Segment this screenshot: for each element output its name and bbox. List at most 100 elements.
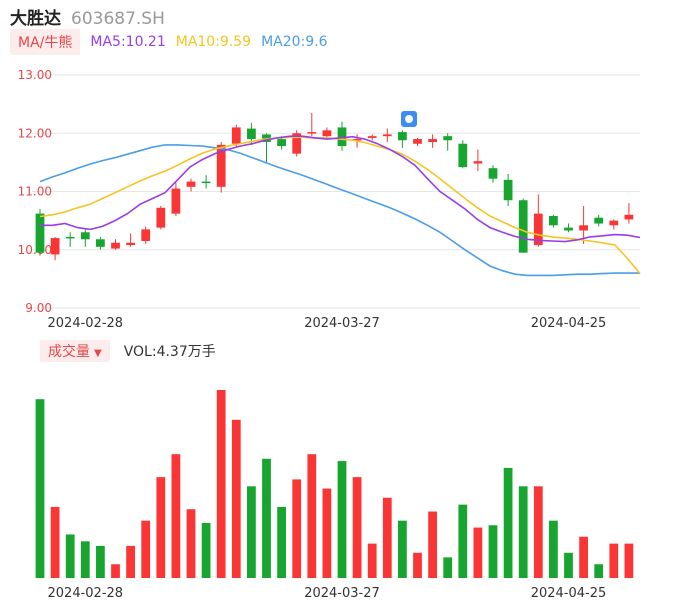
volume-bar	[579, 536, 588, 578]
x-tick-label: 2024-02-28	[48, 316, 124, 331]
y-tick-label: 12.00	[18, 126, 52, 140]
x-tick-label: 2024-03-27	[304, 316, 380, 331]
volume-bar	[96, 545, 105, 578]
candle-body	[277, 139, 286, 147]
y-tick-label: 10.00	[18, 243, 52, 257]
candle-body	[352, 139, 362, 141]
candle-body	[111, 242, 120, 249]
candle-body	[367, 136, 377, 138]
x-tick-label: 2024-04-25	[531, 586, 607, 601]
volume-bar	[367, 543, 377, 578]
candle-body	[201, 181, 211, 184]
volume-indicator-selector[interactable]: 成交量 ▼	[40, 340, 110, 362]
ma-indicator-selector[interactable]: MA/牛熊	[10, 29, 81, 55]
candle-body	[458, 143, 468, 168]
ma5-line	[40, 135, 641, 243]
volume-bar	[322, 488, 332, 578]
volume-bar	[65, 534, 75, 578]
candle-body	[307, 132, 317, 134]
volume-bar	[352, 477, 362, 578]
candle-body	[337, 127, 347, 147]
candle-body	[96, 239, 105, 247]
volume-bar	[609, 543, 619, 578]
candle-body	[624, 214, 634, 220]
x-tick-label: 2024-04-25	[531, 316, 607, 331]
candle-body	[398, 132, 407, 141]
volume-bar	[594, 564, 604, 578]
ma20-line	[39, 144, 640, 277]
volume-bar	[428, 511, 437, 578]
candle-body	[443, 136, 453, 141]
volume-bar	[80, 541, 90, 578]
candle-body	[533, 213, 543, 246]
candle-body	[473, 161, 483, 164]
volume-date-axis: 2024-02-28 2024-03-27 2024-04-25	[48, 586, 607, 601]
volume-legend: 成交量 ▼ VOL:4.37万手	[40, 340, 216, 362]
ma10-line	[39, 136, 641, 275]
volume-bar	[413, 552, 422, 578]
y-tick-label: 9.00	[25, 301, 52, 315]
price-date-axis: 2024-02-28 2024-03-27 2024-04-25	[48, 316, 607, 331]
volume-bar	[156, 477, 166, 578]
ma-lines	[39, 135, 641, 277]
volume-bar	[488, 525, 498, 578]
volume-bar	[337, 461, 347, 578]
candle-body	[413, 139, 422, 144]
candle-body	[609, 220, 619, 226]
candle-body	[579, 225, 588, 231]
y-tick-label: 11.00	[18, 185, 52, 199]
volume-bar	[201, 522, 211, 578]
stock-code: 603687.SH	[71, 9, 165, 29]
candle-body	[322, 130, 332, 137]
volume-bar	[262, 458, 271, 578]
volume-bar	[533, 486, 543, 578]
candle-body	[247, 128, 256, 140]
candle-body	[171, 188, 181, 214]
signal-marker[interactable]	[401, 111, 417, 127]
candle-body	[503, 179, 513, 201]
volume-series	[35, 390, 634, 578]
candle-body	[549, 215, 558, 226]
volume-bar	[473, 527, 483, 578]
volume-bar	[171, 454, 181, 578]
candle-body	[292, 133, 302, 154]
candle-body	[141, 229, 151, 242]
volume-value: VOL:4.37万手	[123, 344, 216, 360]
candlestick-series	[35, 112, 634, 261]
volume-bar	[126, 545, 135, 578]
dropdown-arrow-icon: ▼	[94, 348, 102, 359]
volume-bar	[549, 520, 558, 578]
volume-bar	[50, 506, 60, 578]
candle-body	[80, 232, 90, 240]
candle-body	[50, 238, 60, 255]
volume-bar	[382, 497, 392, 578]
volume-tag-label: 成交量	[48, 344, 90, 360]
candle-body	[518, 200, 528, 253]
candle-body	[564, 227, 573, 231]
price-axis: 13.00 12.00 11.00 10.00 9.00	[18, 68, 52, 315]
volume-bar	[292, 479, 302, 578]
volume-bar	[503, 467, 513, 578]
volume-bar	[231, 419, 241, 578]
candle-body	[126, 242, 135, 246]
ma20-legend: MA20:9.6	[261, 34, 328, 50]
candle-body	[216, 144, 226, 187]
candle-body	[231, 127, 241, 144]
candle-body	[382, 134, 392, 137]
volume-bar	[141, 520, 151, 578]
candle-body	[488, 168, 498, 179]
price-grid	[32, 74, 640, 309]
volume-bar	[398, 520, 407, 578]
candle-body	[428, 139, 437, 142]
x-tick-label: 2024-03-27	[304, 586, 380, 601]
ma5-legend: MA5:10.21	[90, 34, 166, 50]
x-tick-label: 2024-02-28	[48, 586, 124, 601]
signal-marker-dot	[405, 115, 413, 123]
candle-body	[186, 181, 196, 187]
stock-name: 大胜达	[10, 9, 61, 29]
volume-bar	[458, 504, 468, 578]
volume-bar	[564, 552, 573, 578]
candle-body	[594, 217, 604, 224]
candle-body	[65, 236, 75, 239]
